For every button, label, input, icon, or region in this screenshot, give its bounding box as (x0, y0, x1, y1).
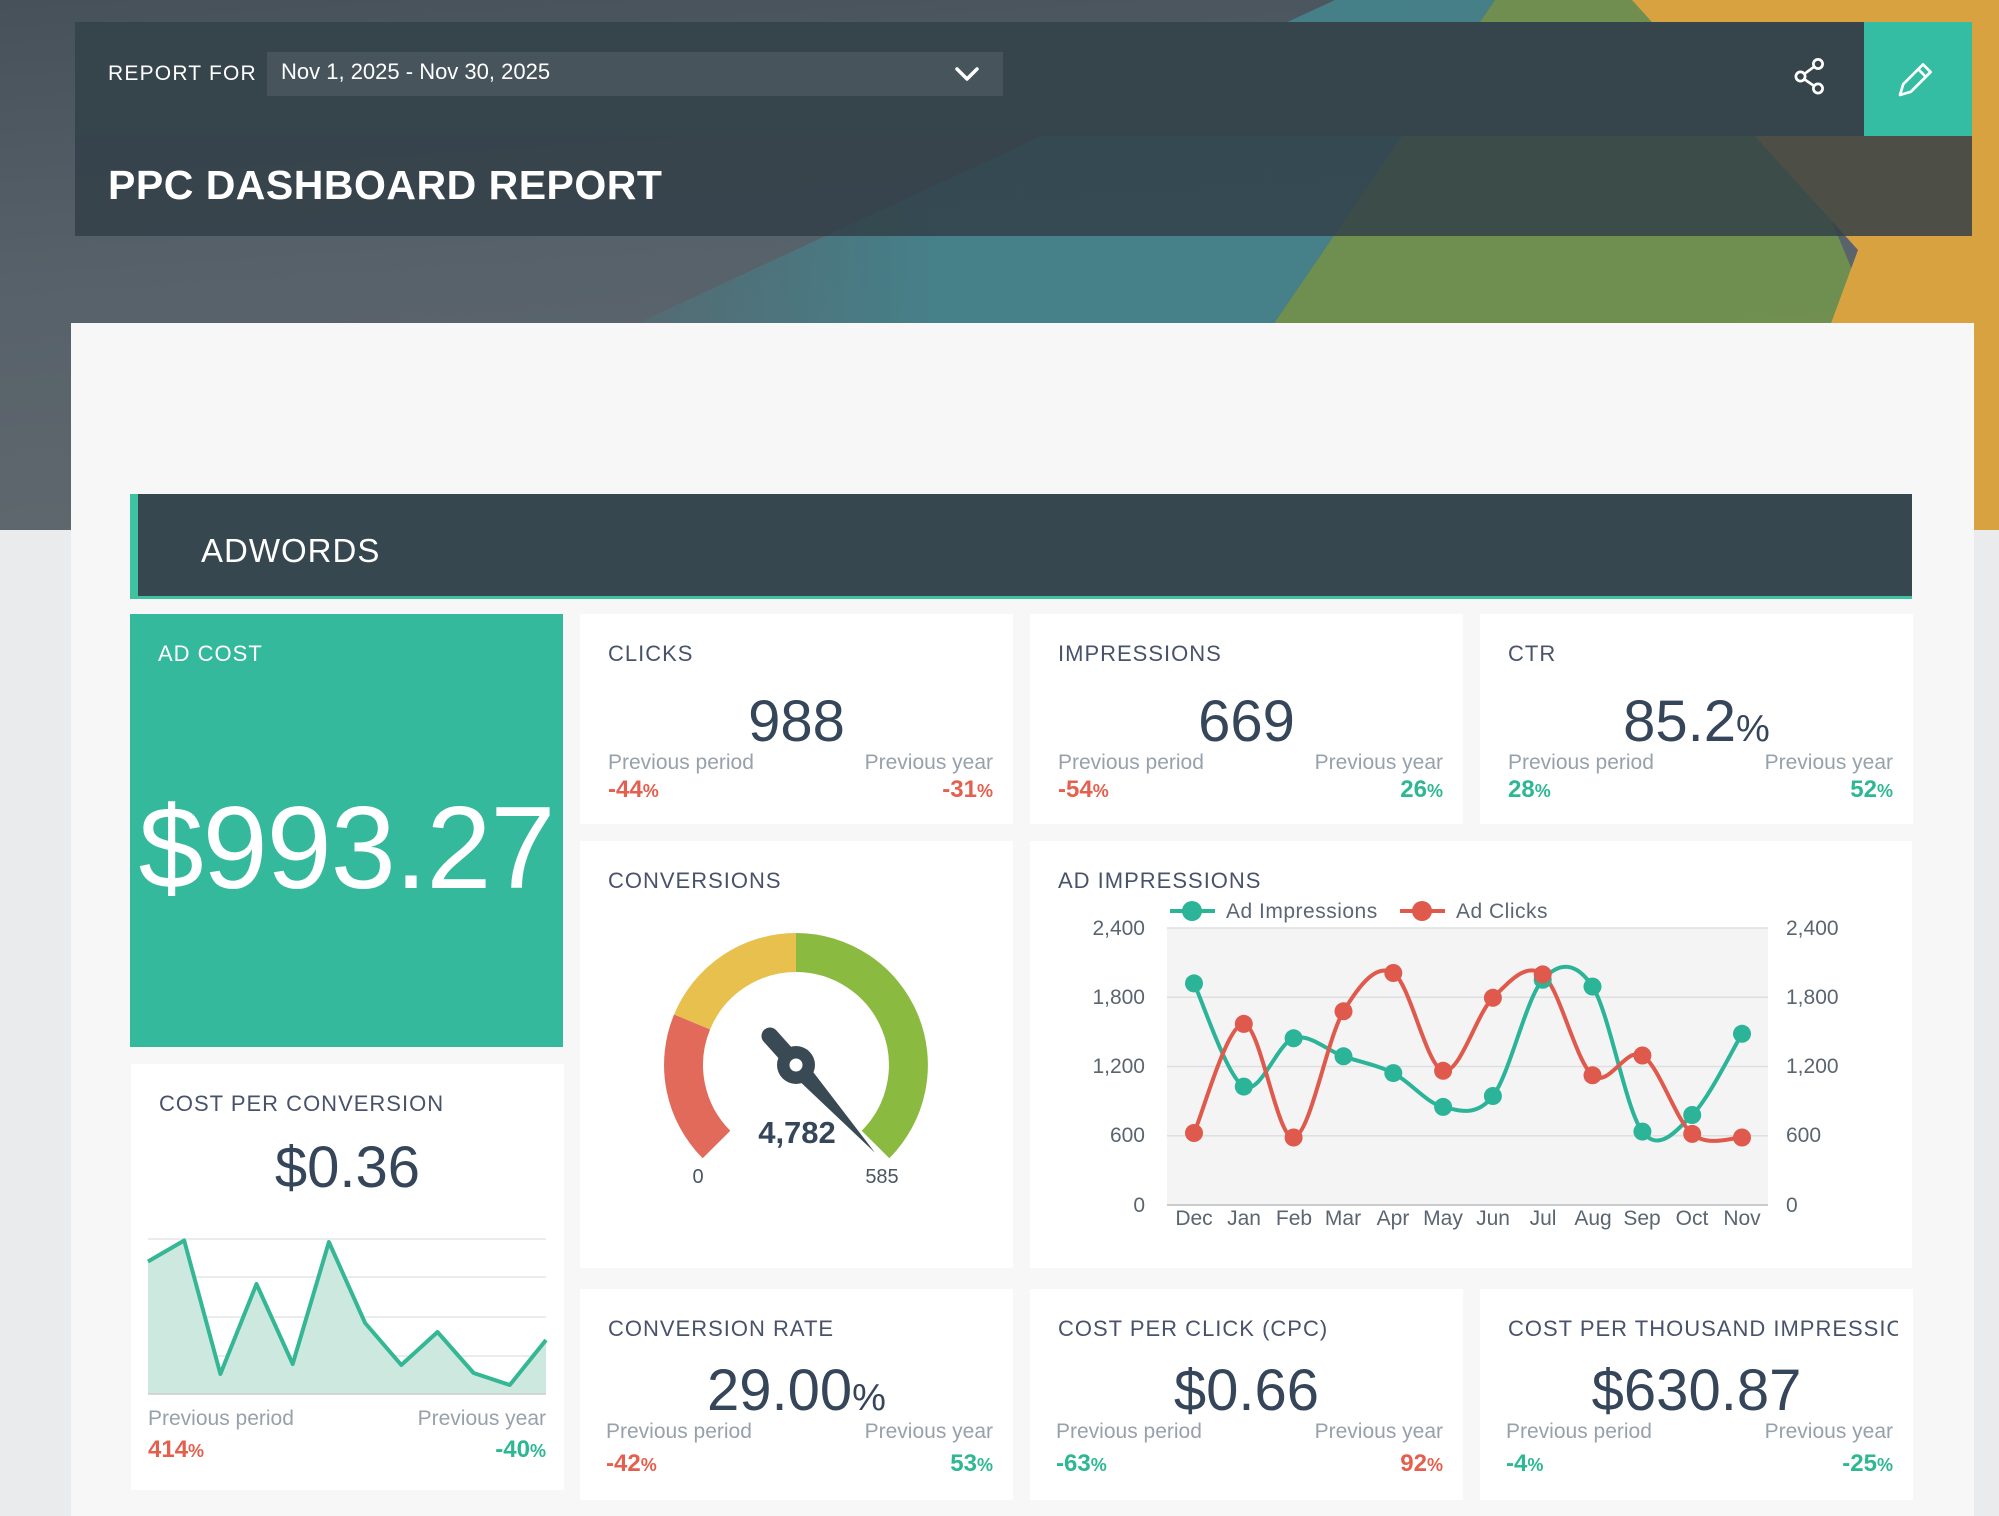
svg-text:Dec: Dec (1175, 1207, 1212, 1230)
svg-text:0: 0 (1133, 1194, 1145, 1217)
svg-text:1,200: 1,200 (1092, 1055, 1145, 1078)
svg-text:600: 600 (1786, 1124, 1821, 1147)
svg-text:Jul: Jul (1530, 1207, 1557, 1230)
svg-text:1,200: 1,200 (1786, 1055, 1839, 1078)
svg-text:585: 585 (865, 1166, 898, 1188)
svg-text:2,400: 2,400 (1786, 917, 1839, 940)
svg-text:1,800: 1,800 (1092, 986, 1145, 1009)
svg-text:Nov: Nov (1723, 1207, 1761, 1230)
svg-text:600: 600 (1110, 1124, 1145, 1147)
svg-text:Ad Clicks: Ad Clicks (1456, 900, 1548, 923)
svg-text:0: 0 (692, 1166, 703, 1188)
svg-text:Aug: Aug (1574, 1207, 1611, 1230)
svg-text:Jun: Jun (1476, 1207, 1510, 1230)
svg-text:0: 0 (1786, 1194, 1798, 1217)
svg-text:4,782: 4,782 (758, 1115, 836, 1150)
svg-text:May: May (1423, 1207, 1463, 1230)
svg-text:Oct: Oct (1676, 1207, 1709, 1230)
svg-text:1,800: 1,800 (1786, 986, 1839, 1009)
svg-text:Apr: Apr (1377, 1207, 1410, 1230)
svg-text:2,400: 2,400 (1092, 917, 1145, 940)
svg-text:Ad Impressions: Ad Impressions (1226, 900, 1378, 923)
svg-text:Sep: Sep (1623, 1207, 1660, 1230)
svg-text:Jan: Jan (1227, 1207, 1261, 1230)
svg-text:Feb: Feb (1276, 1207, 1312, 1230)
svg-text:Mar: Mar (1325, 1207, 1361, 1230)
